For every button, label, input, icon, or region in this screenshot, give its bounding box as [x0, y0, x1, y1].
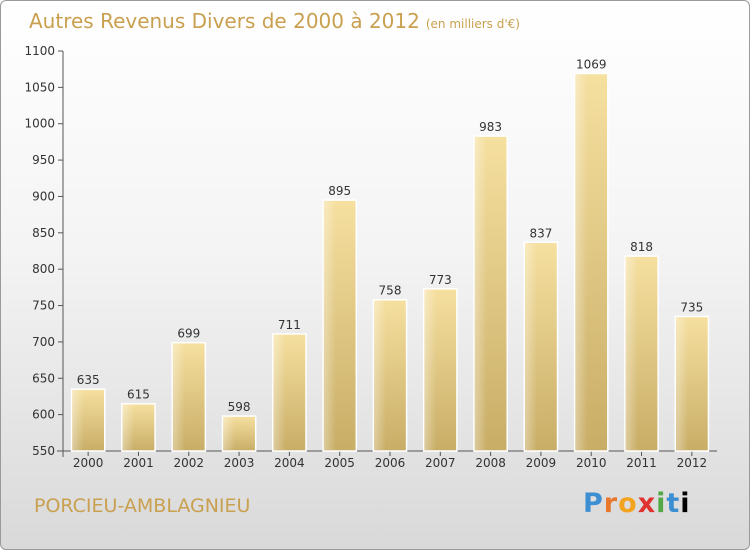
- x-tick-label: 2005: [324, 456, 355, 470]
- x-tick-label: 2009: [526, 456, 557, 470]
- x-tick-label: 2012: [677, 456, 708, 470]
- bar-highlight: [374, 300, 387, 450]
- bar-highlight: [525, 243, 537, 450]
- chart-title: Autres Revenus Divers de 2000 à 2012 (en …: [29, 9, 520, 33]
- x-tick-label: 2007: [425, 456, 456, 470]
- x-tick-label: 2000: [73, 456, 104, 470]
- bar-layer: 635 615 699 598 711 895 758 773 983 837 1069 818 735: [70, 58, 710, 452]
- bar-highlight: [625, 257, 638, 450]
- x-tick-label: 2008: [475, 456, 506, 470]
- bar-highlight: [475, 137, 487, 450]
- data-label: 615: [127, 388, 150, 402]
- y-tick-label: 900: [32, 189, 55, 203]
- bar-highlight: [676, 317, 688, 450]
- data-label: 735: [680, 300, 703, 314]
- y-tick-label: 1100: [24, 44, 55, 58]
- bar-highlight: [424, 289, 437, 450]
- y-tick-label: 650: [32, 371, 55, 385]
- bar-highlight: [575, 74, 588, 450]
- axis-layer: 550 600 650 700 750 800 850 900 950 1000 1050 1100 2…: [24, 44, 717, 470]
- x-tick-label: 2001: [123, 456, 154, 470]
- y-tick-label: 800: [32, 262, 55, 276]
- bar-highlight: [223, 417, 236, 450]
- y-tick-label: 950: [32, 153, 55, 167]
- data-label: 773: [429, 273, 452, 287]
- data-label: 1069: [576, 58, 607, 72]
- place-name: PORCIEU-AMBLAGNIEU: [34, 495, 251, 517]
- data-label: 983: [479, 120, 502, 134]
- y-tick-label: 600: [32, 408, 55, 422]
- x-tick-label: 2010: [576, 456, 607, 470]
- y-tick-label: 1050: [24, 80, 55, 94]
- title-text: Autres Revenus Divers de 2000 à 2012: [29, 9, 420, 33]
- x-tick-label: 2004: [274, 456, 305, 470]
- x-tick-label: 2006: [375, 456, 406, 470]
- data-label: 837: [529, 226, 552, 240]
- bar-highlight: [72, 390, 85, 450]
- x-tick-label: 2002: [173, 456, 204, 470]
- y-tick-label: 550: [32, 444, 55, 458]
- data-label: 699: [177, 327, 200, 341]
- bar-highlight: [122, 404, 135, 450]
- bar-highlight: [324, 201, 336, 450]
- data-label: 818: [630, 240, 653, 254]
- y-tick-label: 700: [32, 335, 55, 349]
- data-label: 758: [379, 284, 402, 298]
- data-label: 895: [328, 184, 351, 198]
- data-label: 635: [77, 373, 100, 387]
- data-label: 598: [228, 400, 251, 414]
- x-tick-label: 2011: [626, 456, 657, 470]
- x-tick-label: 2003: [224, 456, 255, 470]
- bar-highlight: [273, 334, 286, 450]
- bar-highlight: [173, 343, 185, 450]
- y-tick-label: 850: [32, 226, 55, 240]
- y-tick-label: 1000: [24, 117, 55, 131]
- title-unit: (en milliers d'€): [425, 17, 520, 31]
- y-tick-label: 750: [32, 299, 55, 313]
- data-label: 711: [278, 318, 301, 332]
- proxiti-logo: Proxiti: [583, 488, 691, 519]
